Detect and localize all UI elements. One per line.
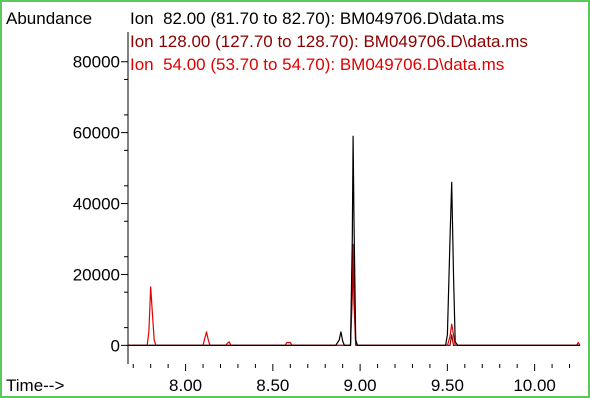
x-tick-label: 9.50 (431, 376, 464, 395)
y-tick-label: 80000 (73, 53, 120, 72)
y-tick-label: 40000 (73, 195, 120, 214)
x-tick-label: 8.50 (256, 376, 289, 395)
legend-entry: Ion 128.00 (127.70 to 128.70): BM049706.… (130, 32, 528, 51)
legend-entry: Ion 54.00 (53.70 to 54.70): BM049706.D\d… (130, 55, 504, 74)
axes: 0 20000 40000 60000 80000 8.00 8.50 9.00 9.50 10.… (73, 32, 571, 395)
y-axis-label: Abundance (6, 9, 92, 28)
y-tick-label: 20000 (73, 265, 120, 284)
legend: Ion 82.00 (81.70 to 82.70): BM049706.D\d… (130, 9, 528, 74)
legend-entry: Ion 82.00 (81.70 to 82.70): BM049706.D\d… (130, 9, 504, 28)
x-tick-label: 9.00 (344, 376, 377, 395)
y-tick-label: 0 (111, 336, 120, 355)
series-line-2 (128, 243, 581, 346)
series-group (128, 135, 581, 346)
x-axis-label: Time--> (6, 376, 64, 395)
y-tick-label: 60000 (73, 124, 120, 143)
series-line-0 (128, 135, 580, 346)
x-tick-label: 8.00 (169, 376, 202, 395)
x-tick-label: 10.00 (513, 376, 556, 395)
